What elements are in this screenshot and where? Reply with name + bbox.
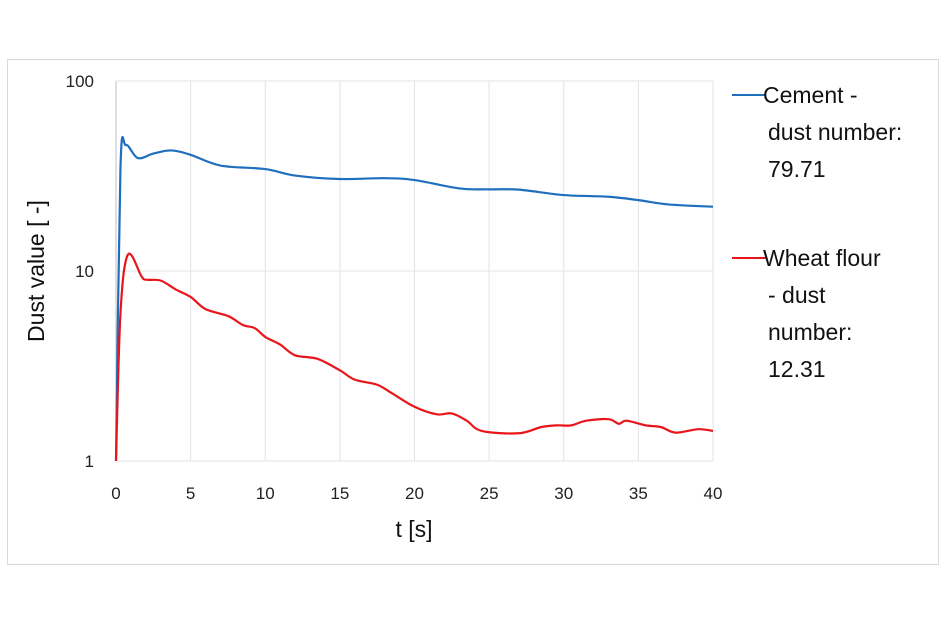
legend-text: Cement - <box>763 82 858 108</box>
grid <box>115 80 714 462</box>
legend-entry-wheat-flour: Wheat flour - dust number: 12.31 <box>763 240 943 388</box>
legend-entry-cement: Cement - dust number: 79.71 <box>763 77 943 188</box>
legend-text: - dust <box>768 282 826 308</box>
legend-text: 12.31 <box>768 356 826 382</box>
y-tick-label: 10 <box>75 262 94 281</box>
x-tick-label: 5 <box>186 484 195 503</box>
legend-text: 79.71 <box>768 156 826 182</box>
x-tick-label: 20 <box>405 484 424 503</box>
tick-labels: 0 5 10 15 20 25 30 35 40 1 10 100 <box>66 72 723 503</box>
series-lines <box>114 136 714 462</box>
legend-swatch-cement <box>732 94 766 96</box>
x-tick-label: 25 <box>480 484 499 503</box>
x-tick-label: 10 <box>256 484 275 503</box>
x-tick-label: 15 <box>330 484 349 503</box>
series-line-0 <box>114 136 714 462</box>
y-tick-label: 100 <box>66 72 94 91</box>
series-line-1 <box>114 252 714 462</box>
legend-swatch-wheat-flour <box>732 257 766 259</box>
x-tick-label: 40 <box>704 484 723 503</box>
y-tick-label: 1 <box>85 452 94 471</box>
x-axis-label: t [s] <box>395 516 432 542</box>
x-tick-label: 0 <box>111 484 120 503</box>
x-tick-label: 30 <box>554 484 573 503</box>
y-axis-label: Dust value [ -] <box>23 200 49 342</box>
chart-frame <box>7 59 939 565</box>
legend-text: Wheat flour <box>763 245 881 271</box>
x-tick-label: 35 <box>629 484 648 503</box>
legend-text: number: <box>768 319 853 345</box>
legend-text: dust number: <box>768 119 903 145</box>
